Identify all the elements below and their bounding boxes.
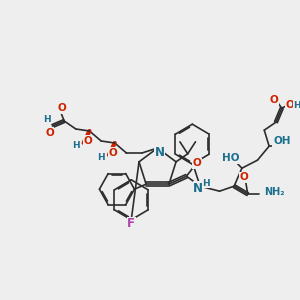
Text: N: N xyxy=(154,146,164,160)
Text: O: O xyxy=(108,148,117,158)
Text: H: H xyxy=(97,154,105,163)
Text: O: O xyxy=(58,103,67,113)
Text: H: H xyxy=(293,101,300,110)
Text: O: O xyxy=(239,172,248,182)
Text: HO: HO xyxy=(222,153,240,163)
Text: O: O xyxy=(193,158,202,168)
Text: H: H xyxy=(43,115,51,124)
Text: F: F xyxy=(127,217,135,230)
Text: O: O xyxy=(285,100,294,110)
Text: O: O xyxy=(83,136,92,146)
Text: OH: OH xyxy=(273,136,290,146)
Text: NH₂: NH₂ xyxy=(264,187,285,197)
Text: H: H xyxy=(202,179,210,188)
Text: H: H xyxy=(72,142,80,151)
Text: O: O xyxy=(45,128,54,138)
Text: O: O xyxy=(270,95,278,105)
Text: N: N xyxy=(193,182,203,195)
